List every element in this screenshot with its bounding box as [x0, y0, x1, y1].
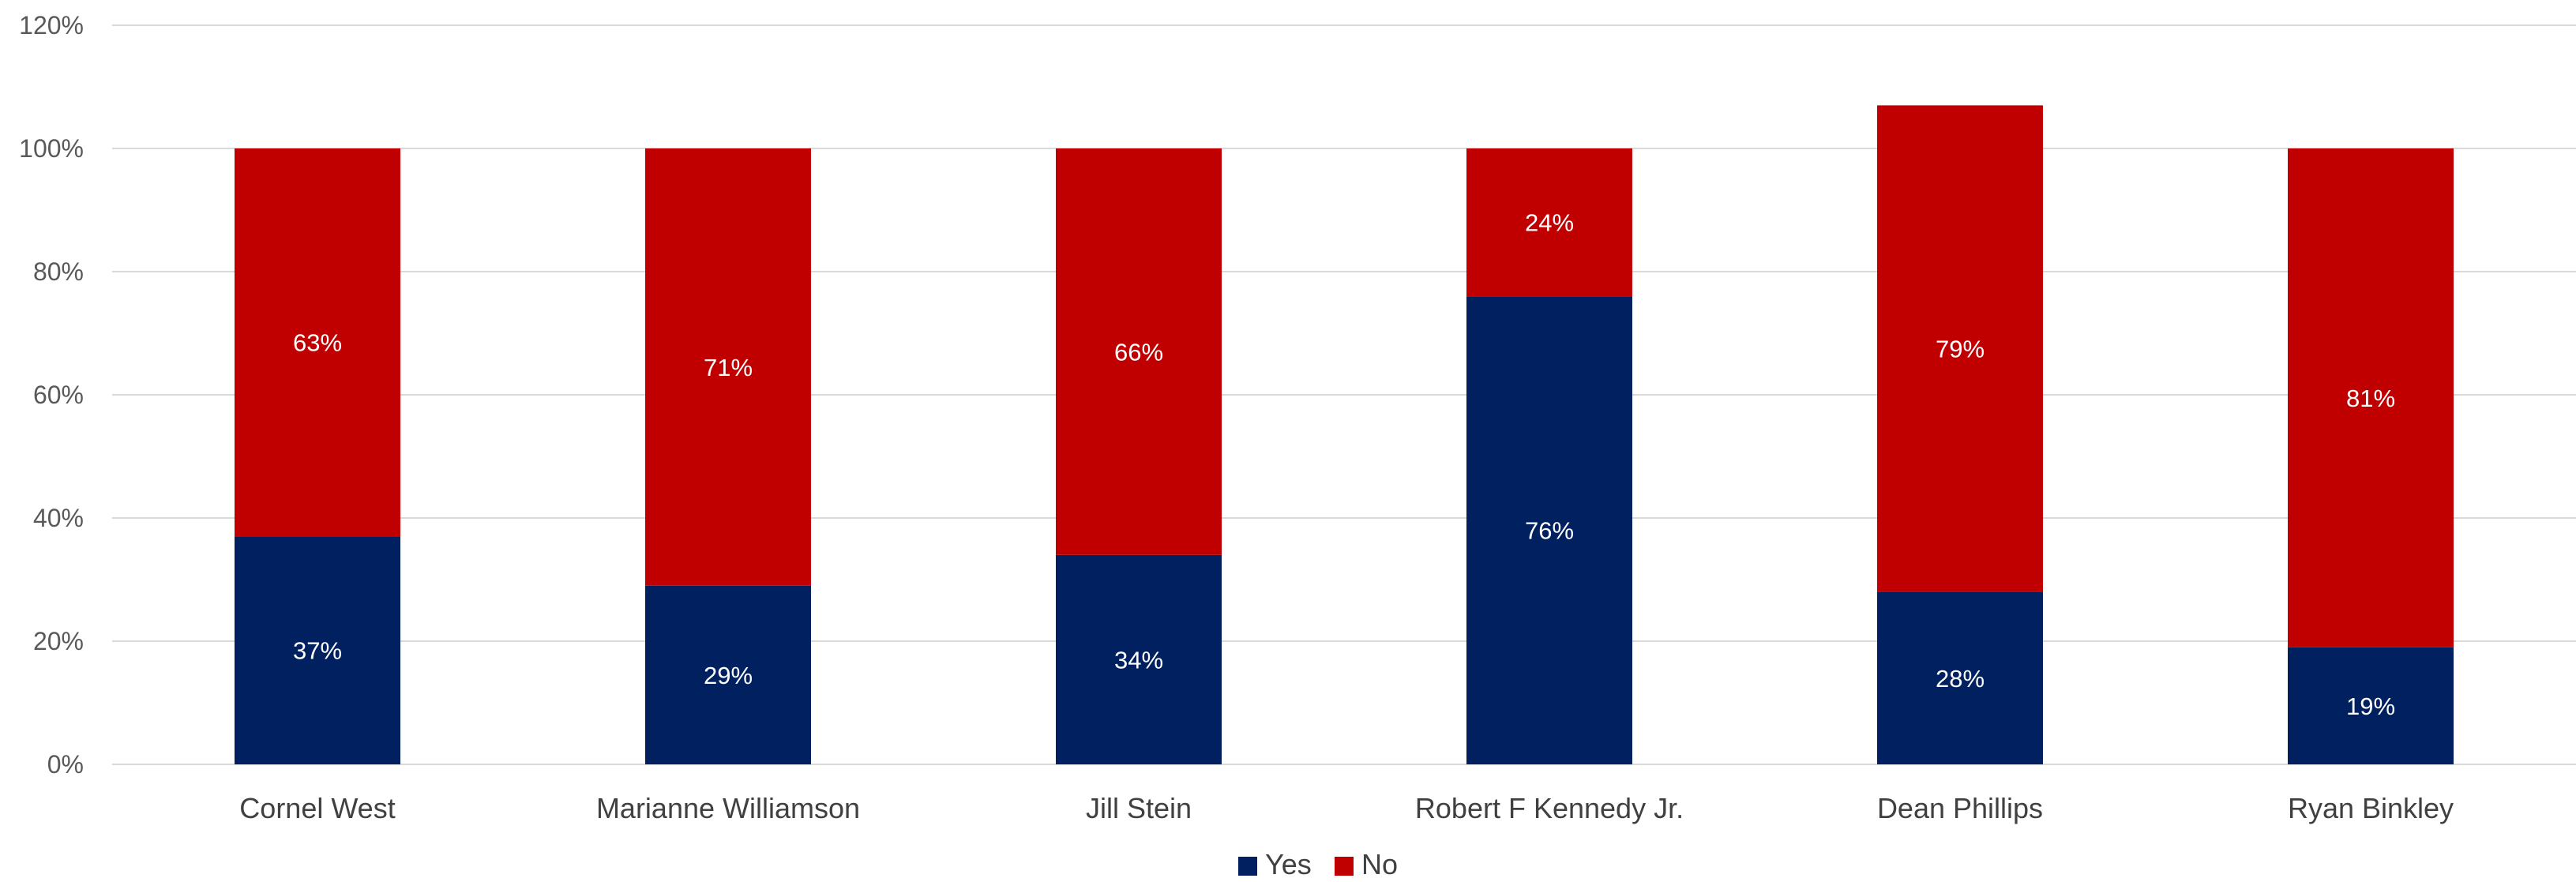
data-labels: 37% 63% 29% 71% 34% 66% 76% 24% 28% 79% 19% 81%	[293, 209, 2395, 720]
data-label-yes: 34%	[1114, 646, 1163, 674]
y-tick-label: 20%	[33, 627, 84, 655]
data-label-no: 63%	[293, 329, 342, 357]
legend-label-yes[interactable]: Yes	[1265, 848, 1312, 880]
y-tick-label: 40%	[33, 504, 84, 532]
bar-no-4[interactable]	[1877, 105, 2043, 592]
data-label-no: 79%	[1936, 336, 1985, 363]
category-label: Jill Stein	[1086, 792, 1192, 824]
gridlines	[112, 24, 2576, 765]
data-label-no: 71%	[704, 354, 753, 381]
x-axis-categories: Cornel West Marianne Williamson Jill Stein…	[239, 792, 2454, 824]
data-label-no: 66%	[1114, 338, 1163, 366]
category-label: Ryan Binkley	[2288, 792, 2454, 824]
data-label-yes: 19%	[2346, 692, 2395, 720]
y-axis-ticks: 0% 20% 40% 60% 80% 100% 120%	[19, 11, 84, 779]
bar-yes-0[interactable]	[235, 536, 400, 764]
y-tick-label: 60%	[33, 381, 84, 409]
y-tick-label: 100%	[19, 134, 84, 163]
bar-yes-1[interactable]	[645, 585, 811, 764]
bar-yes-3[interactable]	[1466, 296, 1632, 764]
data-label-no: 24%	[1525, 209, 1574, 237]
legend[interactable]: Yes No	[1238, 848, 1398, 880]
legend-label-no[interactable]: No	[1361, 848, 1398, 880]
data-label-yes: 37%	[293, 637, 342, 665]
data-label-yes: 29%	[704, 662, 753, 689]
bar-no-1[interactable]	[645, 148, 811, 586]
data-label-yes: 28%	[1936, 665, 1985, 692]
y-tick-label: 80%	[33, 257, 84, 286]
bar-yes-4[interactable]	[1877, 591, 2043, 764]
data-label-no: 81%	[2346, 385, 2395, 412]
category-label: Robert F Kennedy Jr.	[1415, 792, 1684, 824]
data-label-yes: 76%	[1525, 517, 1574, 545]
bars	[235, 105, 2454, 764]
bar-no-5[interactable]	[2288, 148, 2454, 647]
bar-yes-5[interactable]	[2288, 647, 2454, 764]
category-label: Cornel West	[239, 792, 395, 824]
bar-no-0[interactable]	[235, 148, 400, 537]
bar-no-3[interactable]	[1466, 148, 1632, 297]
category-label: Dean Phillips	[1877, 792, 2043, 824]
bar-no-2[interactable]	[1056, 148, 1222, 555]
y-tick-label: 120%	[19, 11, 84, 39]
legend-swatch-no	[1335, 857, 1354, 876]
bar-yes-2[interactable]	[1056, 554, 1222, 764]
legend-swatch-yes	[1238, 857, 1257, 876]
category-label: Marianne Williamson	[596, 792, 860, 824]
y-tick-label: 0%	[47, 750, 84, 779]
